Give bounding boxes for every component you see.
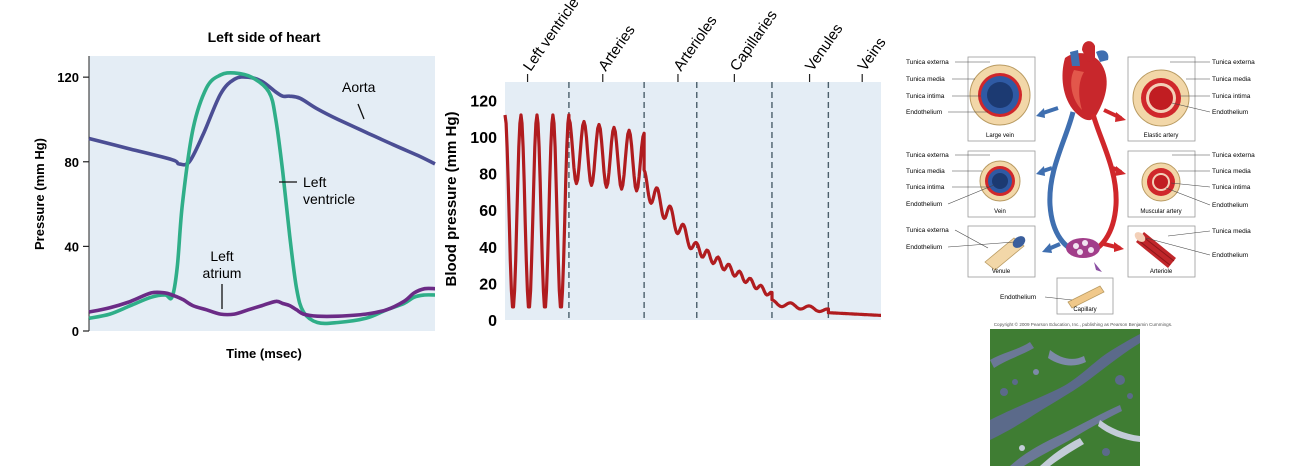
- chart1-x-axis-label: Time (msec): [226, 346, 302, 361]
- vein-tunica-intima: Tunica intima: [906, 184, 945, 191]
- venule-tunica-externa: Tunica externa: [906, 227, 949, 234]
- elastic-artery-tunica-externa: Tunica externa: [1212, 59, 1255, 66]
- chart2-category-label: Venules: [802, 21, 847, 74]
- chart2-category-label: Veins: [855, 34, 890, 74]
- vein-endothelium: Endothelium: [906, 201, 942, 208]
- chart1-y-tick-label: 80: [65, 155, 79, 170]
- capillary-endothelium: Endothelium: [1000, 294, 1036, 301]
- elastic-artery-endothelium: Endothelium: [1212, 109, 1248, 116]
- chart1-series-labels: Aorta Left ventricle Left atrium: [203, 79, 376, 309]
- chart1-plot-area: [89, 56, 435, 331]
- right-leader-lines: [1145, 61, 1211, 256]
- elastic-artery-tunica-media: Tunica media: [1212, 76, 1251, 83]
- aorta-leader-line: [357, 103, 365, 120]
- muscular-artery-label: Muscular artery: [1140, 209, 1181, 215]
- chart1-y-axis-label: Pressure (mm Hg): [32, 138, 47, 250]
- left-leader-lines: [947, 61, 1073, 301]
- arteriole-tunica-media: Tunica media: [1212, 228, 1251, 235]
- muscular-artery-tunica-externa: Tunica externa: [1212, 152, 1255, 159]
- arteriole-label: Arteriole: [1150, 269, 1173, 275]
- large-vein-label: Large vein: [986, 133, 1014, 139]
- chart1-title: Left side of heart: [208, 29, 321, 45]
- large-vein-tunica-media: Tunica media: [906, 76, 945, 83]
- venule-label: Venule: [992, 269, 1011, 275]
- flow-arrows: [1036, 106, 1126, 253]
- large-vein-tunica-externa: Tunica externa: [906, 59, 949, 66]
- arterial-trunk: [1087, 113, 1119, 255]
- capillary-label: Capillary: [1073, 307, 1096, 313]
- venous-trunk: [1047, 111, 1081, 255]
- chart2-category-labels: Left ventricle Arteries Arterioles Capillar…: [520, 0, 890, 82]
- chart2-y-tick-label: 120: [470, 93, 497, 110]
- large-vein-tunica-intima: Tunica intima: [906, 93, 945, 100]
- left-atrium-line: [88, 286, 436, 319]
- chart2-y-tick-label: 100: [470, 130, 497, 147]
- vein-tunica-media: Tunica media: [906, 168, 945, 175]
- chart2-y-tick-label: 20: [479, 276, 497, 293]
- aorta-line: [88, 75, 436, 167]
- arteriole-endothelium: Endothelium: [1212, 252, 1248, 259]
- muscular-artery-endothelium: Endothelium: [1212, 202, 1248, 209]
- chart2-y-tick-label: 0: [488, 313, 497, 330]
- venule-endothelium: Endothelium: [906, 244, 942, 251]
- chart2-y-axis-label: Blood pressure (mm Hg): [443, 111, 460, 286]
- chart1-y-tick-label: 120: [57, 70, 79, 85]
- chart2-blood-pressure-line: [503, 113, 882, 317]
- muscular-artery-tunica-intima: Tunica intima: [1212, 184, 1251, 191]
- vein-tunica-externa: Tunica externa: [906, 152, 949, 159]
- atrium-label-line2: atrium: [203, 265, 242, 281]
- chart2-y-ticks: 0 20 40 60 80 100 120: [470, 93, 497, 330]
- ventricle-label-line2: ventricle: [303, 191, 355, 207]
- chart1-y-tick-label: 0: [72, 324, 79, 339]
- chart2-y-tick-label: 40: [479, 240, 497, 257]
- chart1-y-tick-label: 40: [65, 239, 79, 254]
- vessel-diagram: Large vein Elastic artery Vein Muscular …: [906, 41, 1255, 327]
- chart1-y-ticks: 0 40 80 120: [57, 56, 90, 339]
- aorta-label: Aorta: [342, 79, 376, 95]
- satellite-image: [990, 329, 1140, 466]
- large-vein-endothelium: Endothelium: [906, 109, 942, 116]
- chart2-y-tick-label: 60: [479, 203, 497, 220]
- vein-label: Vein: [994, 209, 1006, 215]
- ventricle-label-line1: Left: [303, 174, 326, 190]
- chart2-category-label: Left ventricle: [520, 0, 583, 74]
- chart2-category-label: Arteries: [595, 22, 639, 74]
- atrium-label-line1: Left: [210, 248, 233, 264]
- chart2-category-label: Capillaries: [727, 7, 781, 74]
- heart-illustration: [1062, 41, 1109, 121]
- chart-blood-pressure: 0 20 40 60 80 100 120 Left ventricle Arteries Ar…: [443, 0, 890, 330]
- elastic-artery-tunica-intima: Tunica intima: [1212, 93, 1251, 100]
- copyright-text: Copyright © 2009 Pearson Education, Inc.…: [994, 321, 1173, 327]
- muscular-artery-tunica-media: Tunica media: [1212, 168, 1251, 175]
- chart1-series: [88, 70, 436, 326]
- chart2-y-tick-label: 80: [479, 167, 497, 184]
- chart2-category-label: Arterioles: [670, 13, 720, 75]
- capillary-bed: [1066, 238, 1102, 272]
- elastic-artery-label: Elastic artery: [1144, 133, 1179, 139]
